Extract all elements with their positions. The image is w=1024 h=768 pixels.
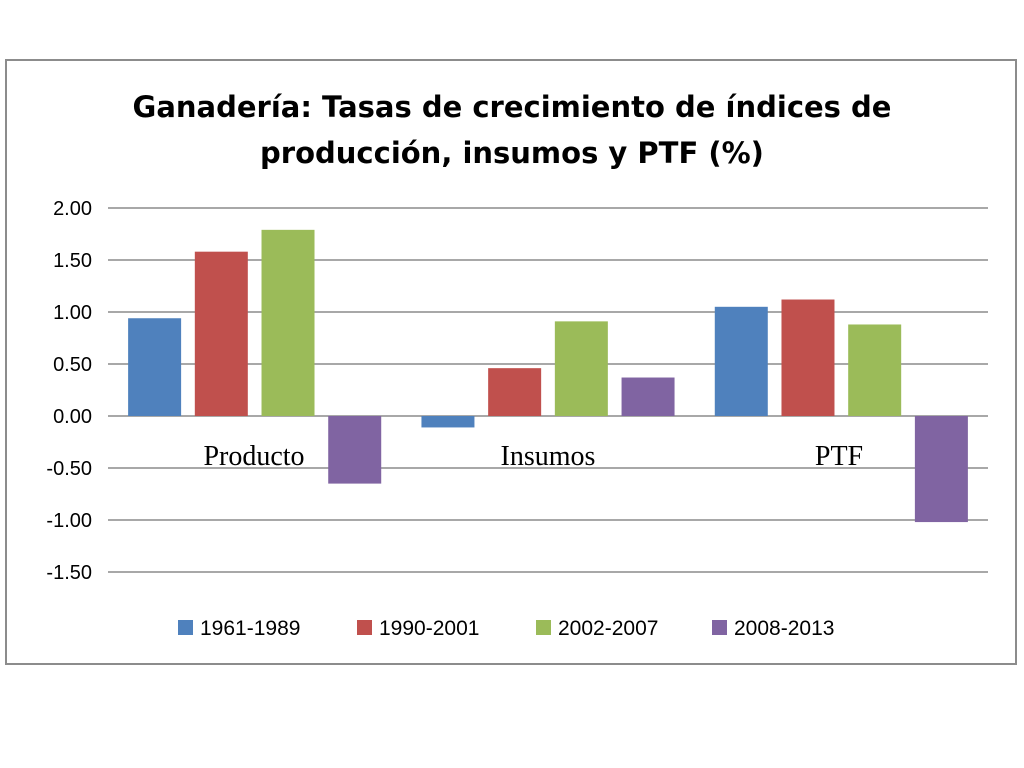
bar	[781, 299, 835, 416]
bar	[714, 306, 768, 416]
y-tick-label: 2.00	[53, 198, 92, 220]
legend: 1961-1989 1990-2001 2002-2007 2008-2013	[178, 617, 834, 640]
chart-title-line-1: Ganadería: Tasas de crecimiento de índic…	[133, 90, 892, 124]
bar	[421, 416, 475, 428]
legend-label: 2002-2007	[558, 617, 658, 640]
y-tick-label: -1.00	[46, 510, 92, 532]
bar	[128, 318, 182, 416]
bar	[848, 324, 902, 416]
y-tick-label: 0.50	[53, 354, 92, 376]
y-tick-label: 1.50	[53, 250, 92, 272]
category-label: Producto	[203, 441, 304, 472]
gridlines	[108, 207, 988, 573]
y-axis-tick-labels: 2.00 1.50 1.00 0.50 0.00 -0.50 -1.00 -1.50	[46, 198, 92, 584]
bar	[194, 251, 248, 416]
bar	[328, 416, 382, 484]
category-labels: Producto Insumos PTF	[203, 441, 863, 472]
legend-label: 1990-2001	[379, 617, 479, 640]
legend-swatch	[536, 620, 551, 635]
bar	[914, 416, 968, 523]
legend-swatch	[178, 620, 193, 635]
legend-swatch	[712, 620, 727, 635]
chart-title-line-2: producción, insumos y PTF (%)	[260, 136, 764, 170]
bars	[128, 229, 968, 523]
y-tick-label: -0.50	[46, 458, 92, 480]
legend-label: 1961-1989	[200, 617, 300, 640]
y-tick-label: 1.00	[53, 302, 92, 324]
bar	[554, 321, 608, 416]
category-label: Insumos	[501, 441, 596, 472]
category-label: PTF	[815, 441, 863, 472]
legend-label: 2008-2013	[734, 617, 834, 640]
legend-swatch	[357, 620, 372, 635]
bar	[261, 229, 315, 416]
y-tick-label: -1.50	[46, 562, 92, 584]
bar	[621, 377, 675, 416]
y-tick-label: 0.00	[53, 406, 92, 428]
bar	[488, 368, 542, 416]
